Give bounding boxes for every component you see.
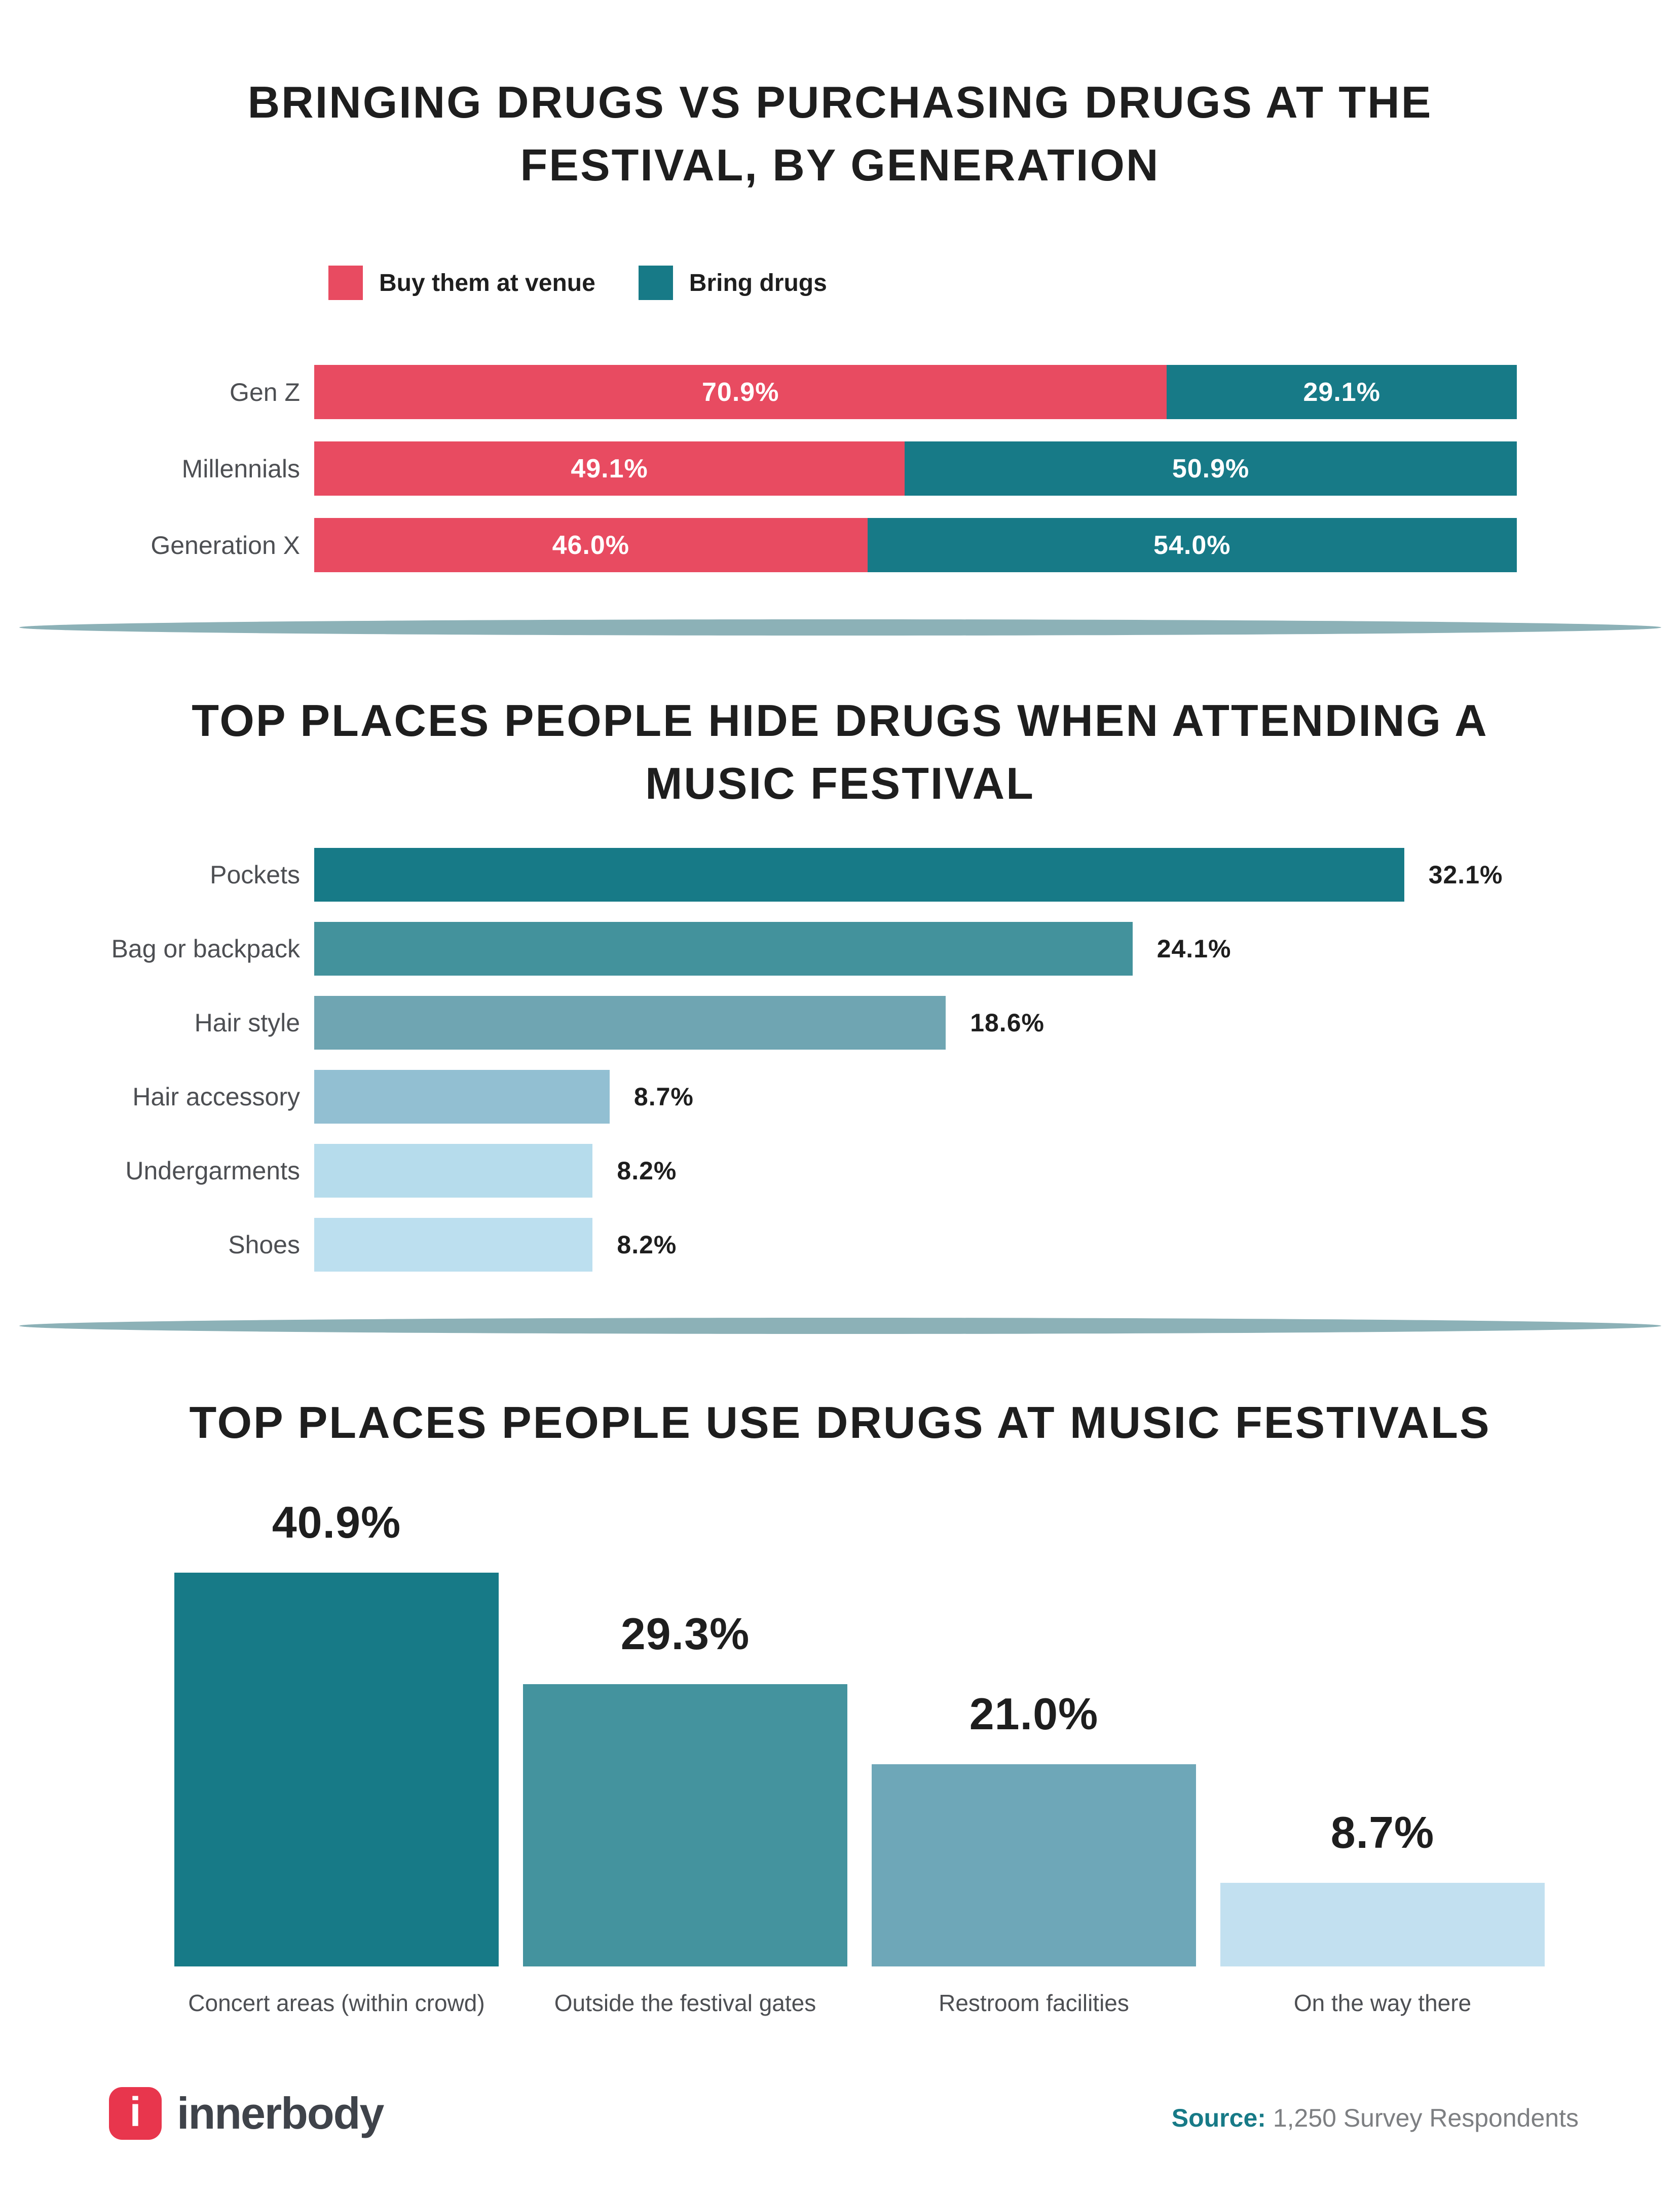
segment-value-label: 54.0% <box>1153 530 1231 560</box>
segment-bring: 29.1% <box>1167 365 1517 419</box>
chart3-title: TOP PLACES PEOPLE USE DRUGS AT MUSIC FES… <box>189 1397 1491 1447</box>
chart1-bars: Gen Z 70.9% 29.1% Millennials 49.1% <box>0 365 1680 572</box>
section-hide-places: TOP PLACES PEOPLE HIDE DRUGS WHEN ATTEND… <box>0 689 1680 1292</box>
chart1-title-line2: FESTIVAL, BY GENERATION <box>520 140 1160 190</box>
bar <box>174 1572 499 1966</box>
segment-buy: 49.1% <box>314 441 905 496</box>
bar-value-label: 8.2% <box>617 1231 677 1259</box>
chart1-title: BRINGING DRUGS VS PURCHASING DRUGS AT TH… <box>0 71 1680 197</box>
section-divider <box>19 1318 1661 1334</box>
row-label: Hair style <box>194 1009 300 1037</box>
bar <box>1220 1882 1545 1966</box>
bar-value-label: 8.7% <box>1330 1807 1435 1857</box>
segment-value-label: 49.1% <box>571 454 648 484</box>
category-label: Restroom facilities <box>939 1990 1129 2016</box>
logo-i-glyph: i <box>129 2089 141 2135</box>
segment-buy: 70.9% <box>314 365 1167 419</box>
legend-swatch-buy <box>328 266 363 300</box>
section-divider <box>19 619 1661 636</box>
bar <box>314 922 1133 976</box>
row-label: Shoes <box>228 1231 300 1259</box>
innerbody-logo: i innerbody <box>109 2087 384 2140</box>
row-label: Pockets <box>210 861 300 889</box>
row-label: Generation X <box>151 531 300 560</box>
row-label: Millennials <box>181 454 300 483</box>
chart3-category-labels: Concert areas (within crowd) Outside the… <box>174 1989 1545 2017</box>
source-label: Source: <box>1171 2104 1266 2132</box>
category-label: Outside the festival gates <box>554 1990 816 2016</box>
segment-value-label: 46.0% <box>552 530 630 560</box>
bar <box>314 1144 593 1198</box>
bar-row-undergarments: Undergarments 8.2% <box>0 1144 1680 1198</box>
row-label: Gen Z <box>230 378 300 406</box>
bar-value-label: 29.3% <box>620 1609 750 1659</box>
row-label: Hair accessory <box>132 1083 300 1111</box>
chart2-bars: Pockets 32.1% Bag or backpack 24.1% Hair… <box>0 848 1680 1272</box>
legend-label-buy: Buy them at venue <box>379 269 595 296</box>
segment-buy: 46.0% <box>314 518 868 572</box>
legend-label-bring: Bring drugs <box>689 269 827 296</box>
chart2-title: TOP PLACES PEOPLE HIDE DRUGS WHEN ATTEND… <box>0 689 1680 815</box>
bar-track: 46.0% 54.0% <box>314 518 1517 572</box>
bar-value-label: 8.2% <box>617 1157 677 1185</box>
bar <box>314 1070 610 1124</box>
bar <box>523 1684 847 1966</box>
bar-row-genz: Gen Z 70.9% 29.1% <box>0 365 1680 419</box>
segment-bring: 54.0% <box>867 518 1517 572</box>
bar-row-hairaccessory: Hair accessory 8.7% <box>0 1070 1680 1124</box>
section-bring-vs-buy: BRINGING DRUGS VS PURCHASING DRUGS AT TH… <box>0 71 1680 594</box>
chart1-legend: Buy them at venue Bring drugs <box>328 265 1680 301</box>
segment-value-label: 29.1% <box>1303 377 1380 407</box>
bar-row-hairstyle: Hair style 18.6% <box>0 996 1680 1050</box>
category-label: Concert areas (within crowd) <box>188 1990 485 2016</box>
segment-bring: 50.9% <box>905 441 1517 496</box>
bar-row-genx: Generation X 46.0% 54.0% <box>0 518 1680 572</box>
chart3-bars: 40.9% 29.3% 21.0% 8.7% <box>174 1497 1545 1966</box>
segment-value-label: 50.9% <box>1172 454 1250 484</box>
bar-row-millennials: Millennials 49.1% 50.9% <box>0 441 1680 496</box>
bar-row-shoes: Shoes 8.2% <box>0 1218 1680 1272</box>
bar-row-bag: Bag or backpack 24.1% <box>0 922 1680 976</box>
bar-value-label: 18.6% <box>970 1009 1044 1037</box>
chart2-title-line2: MUSIC FESTIVAL <box>645 758 1035 808</box>
bar-row-pockets: Pockets 32.1% <box>0 848 1680 902</box>
bar-col-ontheway: 8.7% <box>1220 1807 1545 1966</box>
bar-track: 70.9% 29.1% <box>314 365 1517 419</box>
category-label: On the way there <box>1293 1990 1472 2016</box>
bar <box>872 1764 1196 1966</box>
legend-item-bring: Bring drugs <box>638 266 827 300</box>
bar-value-label: 24.1% <box>1156 935 1231 963</box>
source-note: Source: 1,250 Survey Respondents <box>1172 2103 1579 2133</box>
innerbody-logo-icon: i <box>109 2087 162 2140</box>
chart2-title-line1: TOP PLACES PEOPLE HIDE DRUGS WHEN ATTEND… <box>192 695 1488 746</box>
bar-col-outside: 29.3% <box>523 1608 847 1966</box>
bar-col-concert: 40.9% <box>174 1497 499 1966</box>
legend-item-buy: Buy them at venue <box>328 266 595 300</box>
segment-value-label: 70.9% <box>702 377 779 407</box>
bar <box>314 1218 593 1272</box>
bar <box>314 848 1404 902</box>
brand-name: innerbody <box>177 2088 384 2138</box>
bar-value-label: 32.1% <box>1428 861 1503 889</box>
bar-value-label: 40.9% <box>272 1497 401 1547</box>
row-label: Undergarments <box>125 1157 300 1185</box>
bar-value-label: 21.0% <box>969 1689 1099 1739</box>
bar-value-label: 8.7% <box>633 1083 694 1111</box>
source-value: 1,250 Survey Respondents <box>1265 2104 1579 2132</box>
bar <box>314 996 946 1050</box>
bar-track: 49.1% 50.9% <box>314 441 1517 496</box>
bar-col-restroom: 21.0% <box>872 1688 1196 1966</box>
chart1-title-line1: BRINGING DRUGS VS PURCHASING DRUGS AT TH… <box>247 77 1433 127</box>
row-label: Bag or backpack <box>111 935 300 963</box>
legend-swatch-bring <box>638 266 673 300</box>
